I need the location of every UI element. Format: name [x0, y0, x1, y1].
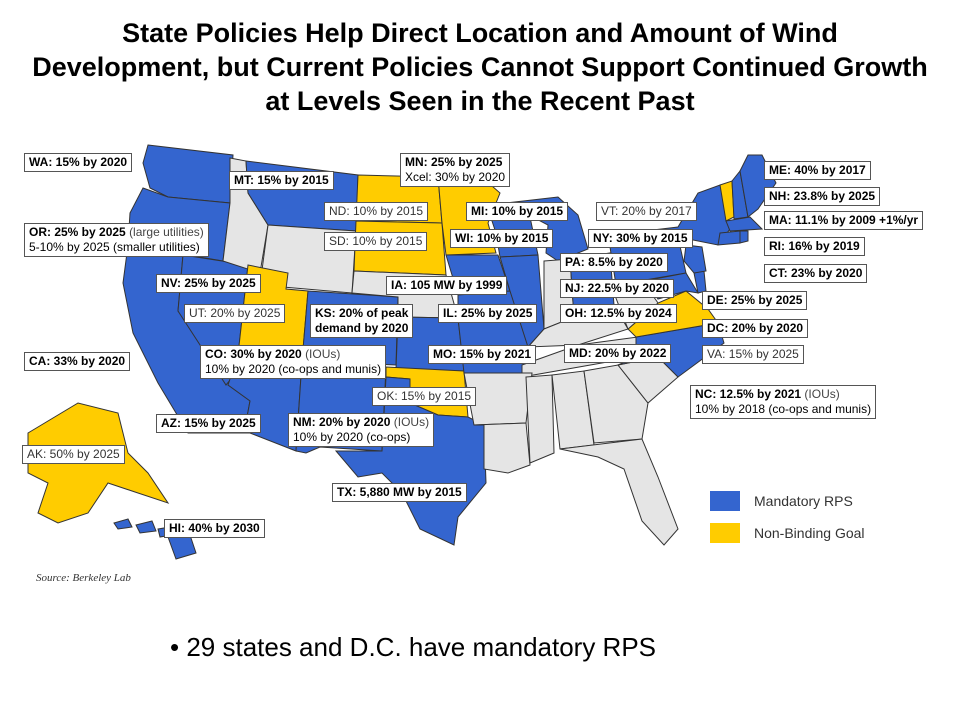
label-mn: MN: 25% by 2025 Xcel: 30% by 2020: [400, 153, 511, 187]
label-ri: RI: 16% by 2019: [764, 237, 865, 256]
state-tx: [334, 376, 487, 546]
label-az: AZ: 15% by 2025: [156, 414, 261, 433]
bullet-point: • 29 states and D.C. have mandatory RPS: [170, 632, 657, 662]
state-hi-2: [135, 520, 157, 534]
label-tx: TX: 5,880 MW by 2015: [332, 483, 467, 502]
state-hi-4: [167, 534, 197, 560]
label-mt: MT: 15% by 2015: [229, 171, 334, 190]
label-dc: DC: 20% by 2020: [702, 319, 809, 338]
label-ok: OK: 15% by 2015: [372, 387, 477, 406]
label-hi: HI: 40% by 2030: [164, 519, 265, 538]
source-note: Source: Berkeley Lab: [36, 572, 131, 584]
label-ia: IA: 105 MW by 1999: [386, 276, 508, 295]
label-nh: NH: 23.8% by 2025: [764, 187, 881, 206]
state-ct: [717, 230, 741, 246]
label-ma: MA: 11.1% by 2009 +1%/yr: [764, 211, 924, 230]
label-nv: NV: 25% by 2025: [156, 274, 261, 293]
label-mo: MO: 15% by 2021: [428, 345, 537, 364]
label-pa: PA: 8.5% by 2020: [560, 253, 668, 272]
state-ms: [525, 374, 555, 464]
label-or: OR: 25% by 2025 (large utilities) 5-10% …: [24, 223, 209, 257]
label-ut: UT: 20% by 2025: [184, 304, 286, 323]
state-hi-1: [113, 518, 133, 530]
legend-label-mandatory: Mandatory RPS: [754, 493, 853, 509]
us-rps-map: WA: 15% by 2020 MT: 15% by 2015 MN: 25% …: [18, 133, 930, 593]
label-sd: SD: 10% by 2015: [324, 232, 428, 251]
state-fl: [559, 438, 679, 546]
state-la: [473, 422, 531, 474]
slide-title: State Policies Help Direct Location and …: [32, 18, 928, 116]
label-ak: AK: 50% by 2025: [22, 445, 125, 464]
label-wa: WA: 15% by 2020: [24, 153, 133, 172]
state-ri: [739, 230, 749, 244]
label-oh: OH: 12.5% by 2024: [560, 304, 677, 323]
label-ct: CT: 23% by 2020: [764, 264, 868, 283]
label-md: MD: 20% by 2022: [564, 344, 672, 363]
label-co: CO: 30% by 2020 (IOUs) 10% by 2020 (co-o…: [200, 345, 387, 379]
label-ks: KS: 20% of peak demand by 2020: [310, 304, 414, 338]
label-ca: CA: 33% by 2020: [24, 352, 131, 371]
label-nm: NM: 20% by 2020 (IOUs) 10% by 2020 (co-o…: [288, 413, 435, 447]
label-me: ME: 40% by 2017: [764, 161, 871, 180]
state-ga: [583, 364, 649, 444]
label-de: DE: 25% by 2025: [702, 291, 808, 310]
legend-swatch-mandatory: [710, 491, 740, 511]
label-nd: ND: 10% by 2015: [324, 202, 429, 221]
label-il: IL: 25% by 2025: [438, 304, 538, 323]
label-mi: MI: 10% by 2015: [466, 202, 569, 221]
legend-label-goal: Non-Binding Goal: [754, 525, 865, 541]
label-va: VA: 15% by 2025: [702, 345, 804, 364]
label-nj: NJ: 22.5% by 2020: [560, 279, 675, 298]
label-nc: NC: 12.5% by 2021 (IOUs) 10% by 2018 (co…: [690, 385, 877, 419]
legend-swatch-goal: [710, 523, 740, 543]
label-ny: NY: 30% by 2015: [588, 229, 693, 248]
state-ma: [725, 216, 764, 232]
label-vt: VT: 20% by 2017: [596, 202, 697, 221]
label-wi: WI: 10% by 2015: [450, 229, 554, 248]
state-nj: [683, 244, 707, 274]
